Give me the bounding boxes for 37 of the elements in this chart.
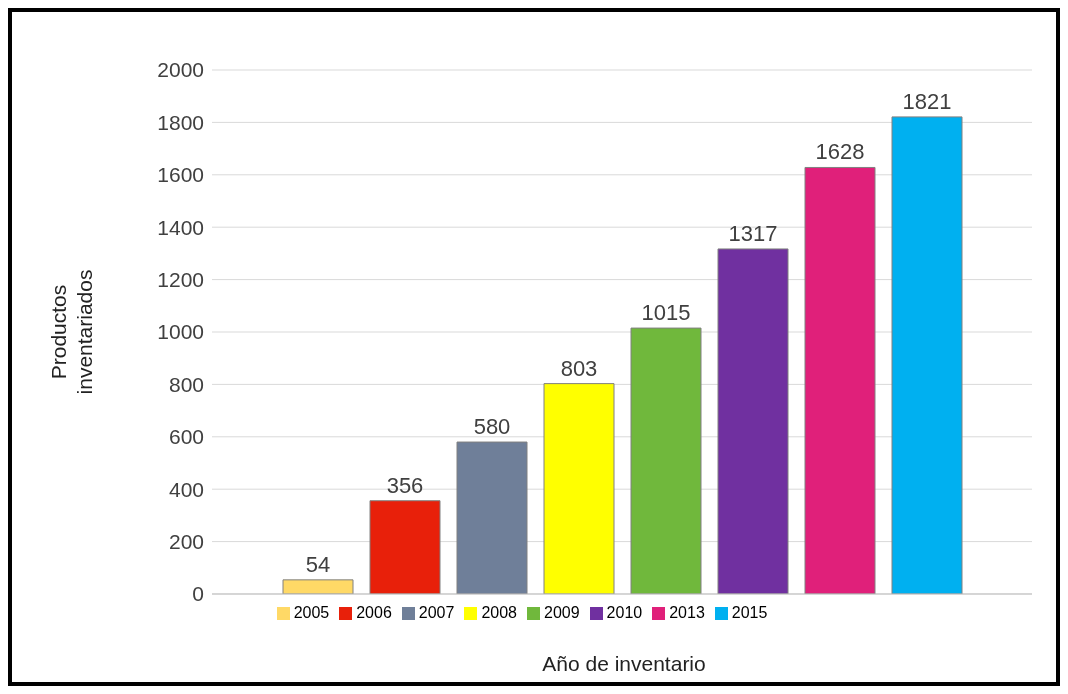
- legend-label: 2009: [544, 604, 580, 621]
- data-label: 580: [473, 414, 511, 440]
- bar: [456, 441, 528, 594]
- y-tick-label: 200: [168, 530, 204, 554]
- data-label: 1015: [641, 300, 691, 326]
- y-tick-label: 1400: [157, 215, 204, 239]
- y-tick-label: 1600: [157, 163, 204, 187]
- legend-label: 2015: [731, 604, 768, 621]
- legend-label: 2006: [356, 604, 392, 621]
- bar: [804, 166, 876, 594]
- bar: [717, 248, 789, 594]
- y-tick-label: 2000: [157, 58, 204, 82]
- legend-label: 2008: [481, 604, 517, 621]
- legend-label: 2005: [293, 604, 330, 621]
- data-label: 1821: [902, 88, 952, 114]
- y-tick-label: 600: [168, 425, 204, 449]
- data-label: 356: [386, 472, 424, 498]
- bar: [630, 327, 702, 594]
- bar: [891, 116, 963, 594]
- y-tick-label: 400: [168, 477, 204, 501]
- data-label: 1317: [728, 220, 778, 246]
- data-label: 1628: [815, 139, 865, 165]
- bar: [543, 383, 615, 594]
- data-label: 54: [305, 551, 331, 577]
- legend-label: 2013: [669, 604, 705, 621]
- y-tick-label: 1200: [157, 268, 204, 292]
- y-tick-label: 0: [192, 582, 204, 606]
- y-tick-label: 1000: [157, 320, 204, 344]
- bar: [282, 579, 354, 594]
- legend-label: 2007: [418, 604, 455, 621]
- x-axis-title: Año de inventario: [541, 652, 707, 676]
- legend-label: 2010: [606, 604, 643, 621]
- y-tick-label: 800: [168, 372, 204, 396]
- y-tick-label: 1800: [157, 110, 204, 134]
- bar: [369, 500, 441, 594]
- data-label: 803: [560, 355, 598, 381]
- y-axis-title: Productos inventariados: [46, 268, 97, 397]
